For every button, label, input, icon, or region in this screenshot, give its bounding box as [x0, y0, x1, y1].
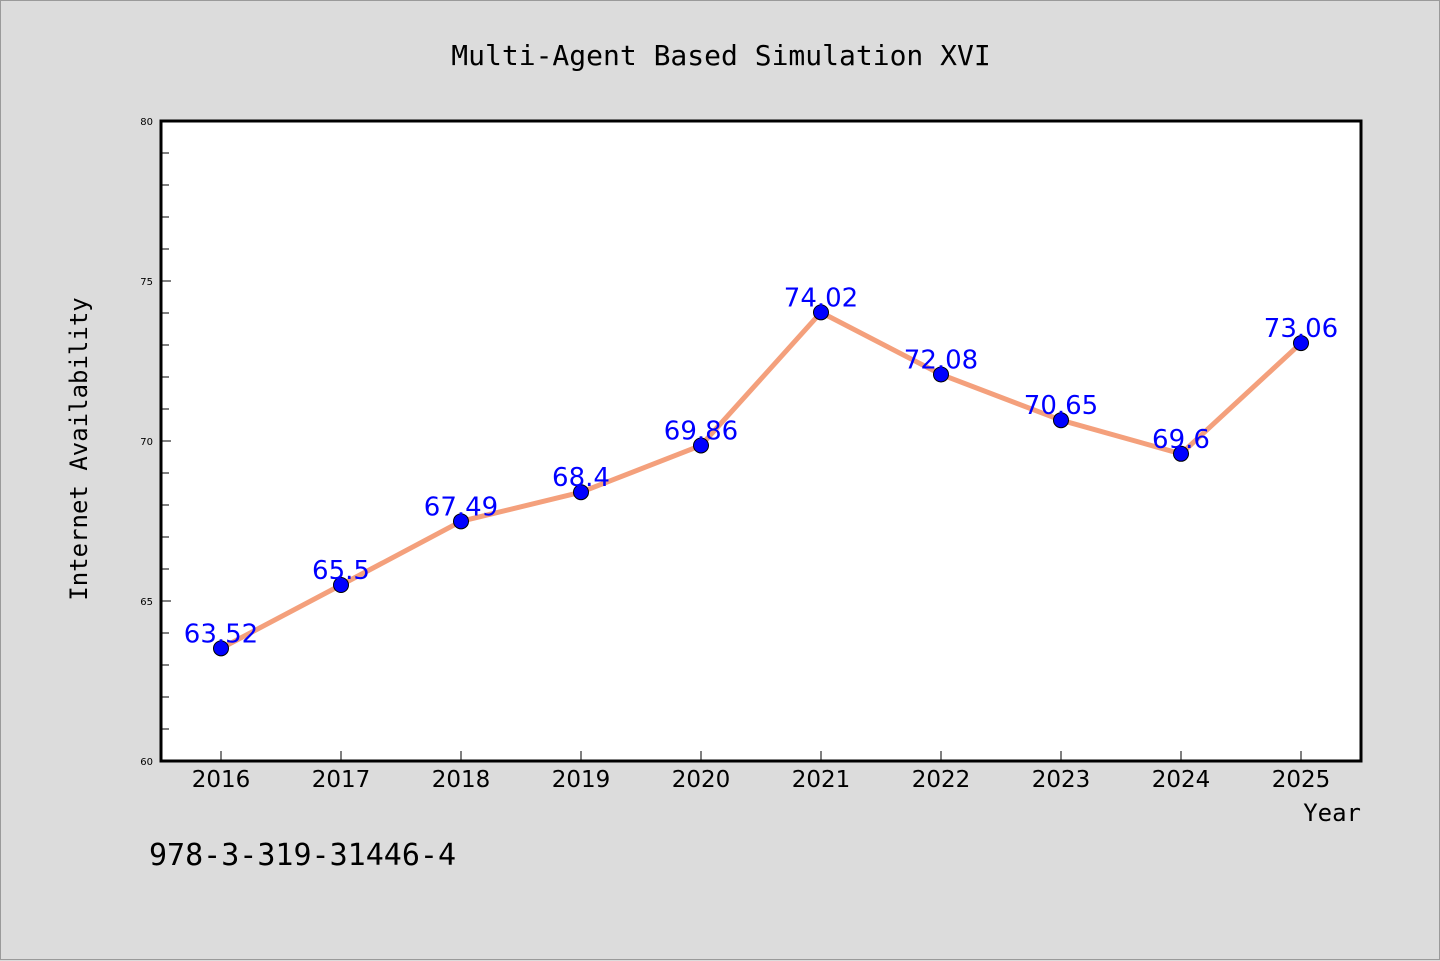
y-tick-label: 70 [140, 437, 153, 448]
data-point [1293, 335, 1309, 352]
x-tick-label: 2018 [432, 767, 491, 793]
data-label: 63.52 [184, 619, 258, 649]
data-point [573, 484, 589, 501]
y-axis-ticks: 60 65 70 75 80 [140, 117, 171, 768]
y-axis-label: Internet Availability [65, 297, 93, 600]
data-label: 72.08 [904, 345, 978, 375]
data-label: 70.65 [1024, 391, 1098, 421]
y-tick-label: 65 [140, 597, 153, 608]
data-point [813, 304, 829, 321]
y-tick-label: 75 [140, 277, 153, 288]
data-point [1173, 445, 1189, 462]
x-tick-label: 2016 [192, 767, 251, 793]
data-label: 69.86 [664, 416, 738, 446]
data-label: 68.4 [552, 463, 610, 493]
x-tick-label: 2019 [552, 767, 611, 793]
data-point [1053, 412, 1069, 429]
chart-title: Multi-Agent Based Simulation XVI [451, 39, 990, 72]
data-label: 67.49 [424, 492, 498, 522]
data-label: 65.5 [312, 556, 370, 586]
series-line [218, 309, 1304, 651]
data-point [213, 640, 229, 657]
x-axis-label: Year [1303, 799, 1361, 827]
x-tick-label: 2020 [672, 767, 731, 793]
x-tick-label: 2023 [1032, 767, 1091, 793]
data-label: 69.6 [1152, 425, 1210, 455]
data-point [933, 366, 949, 383]
isbn-footer: 978-3-319-31446-4 [149, 838, 456, 873]
data-point [693, 437, 709, 454]
plot-area [159, 119, 1363, 763]
y-minor-ticks [161, 152, 169, 730]
x-tick-label: 2022 [912, 767, 971, 793]
x-tick-label: 2017 [312, 767, 371, 793]
x-axis-ticks: 2016 2017 2018 2019 2020 2021 2022 2023 2024 2025 [192, 751, 1331, 793]
data-point [453, 513, 469, 530]
data-label: 73.06 [1264, 314, 1338, 344]
x-tick-label: 2025 [1272, 767, 1331, 793]
x-tick-label: 2024 [1152, 767, 1211, 793]
data-label: 74.02 [784, 283, 858, 313]
y-tick-label: 60 [140, 757, 153, 768]
data-labels: 63.52 65.5 67.49 68.4 69.86 74.02 72.08 70.65 69… [184, 283, 1338, 649]
data-point [333, 577, 349, 593]
x-tick-label: 2021 [792, 767, 851, 793]
y-tick-label: 80 [140, 117, 153, 128]
data-points [213, 304, 1309, 657]
